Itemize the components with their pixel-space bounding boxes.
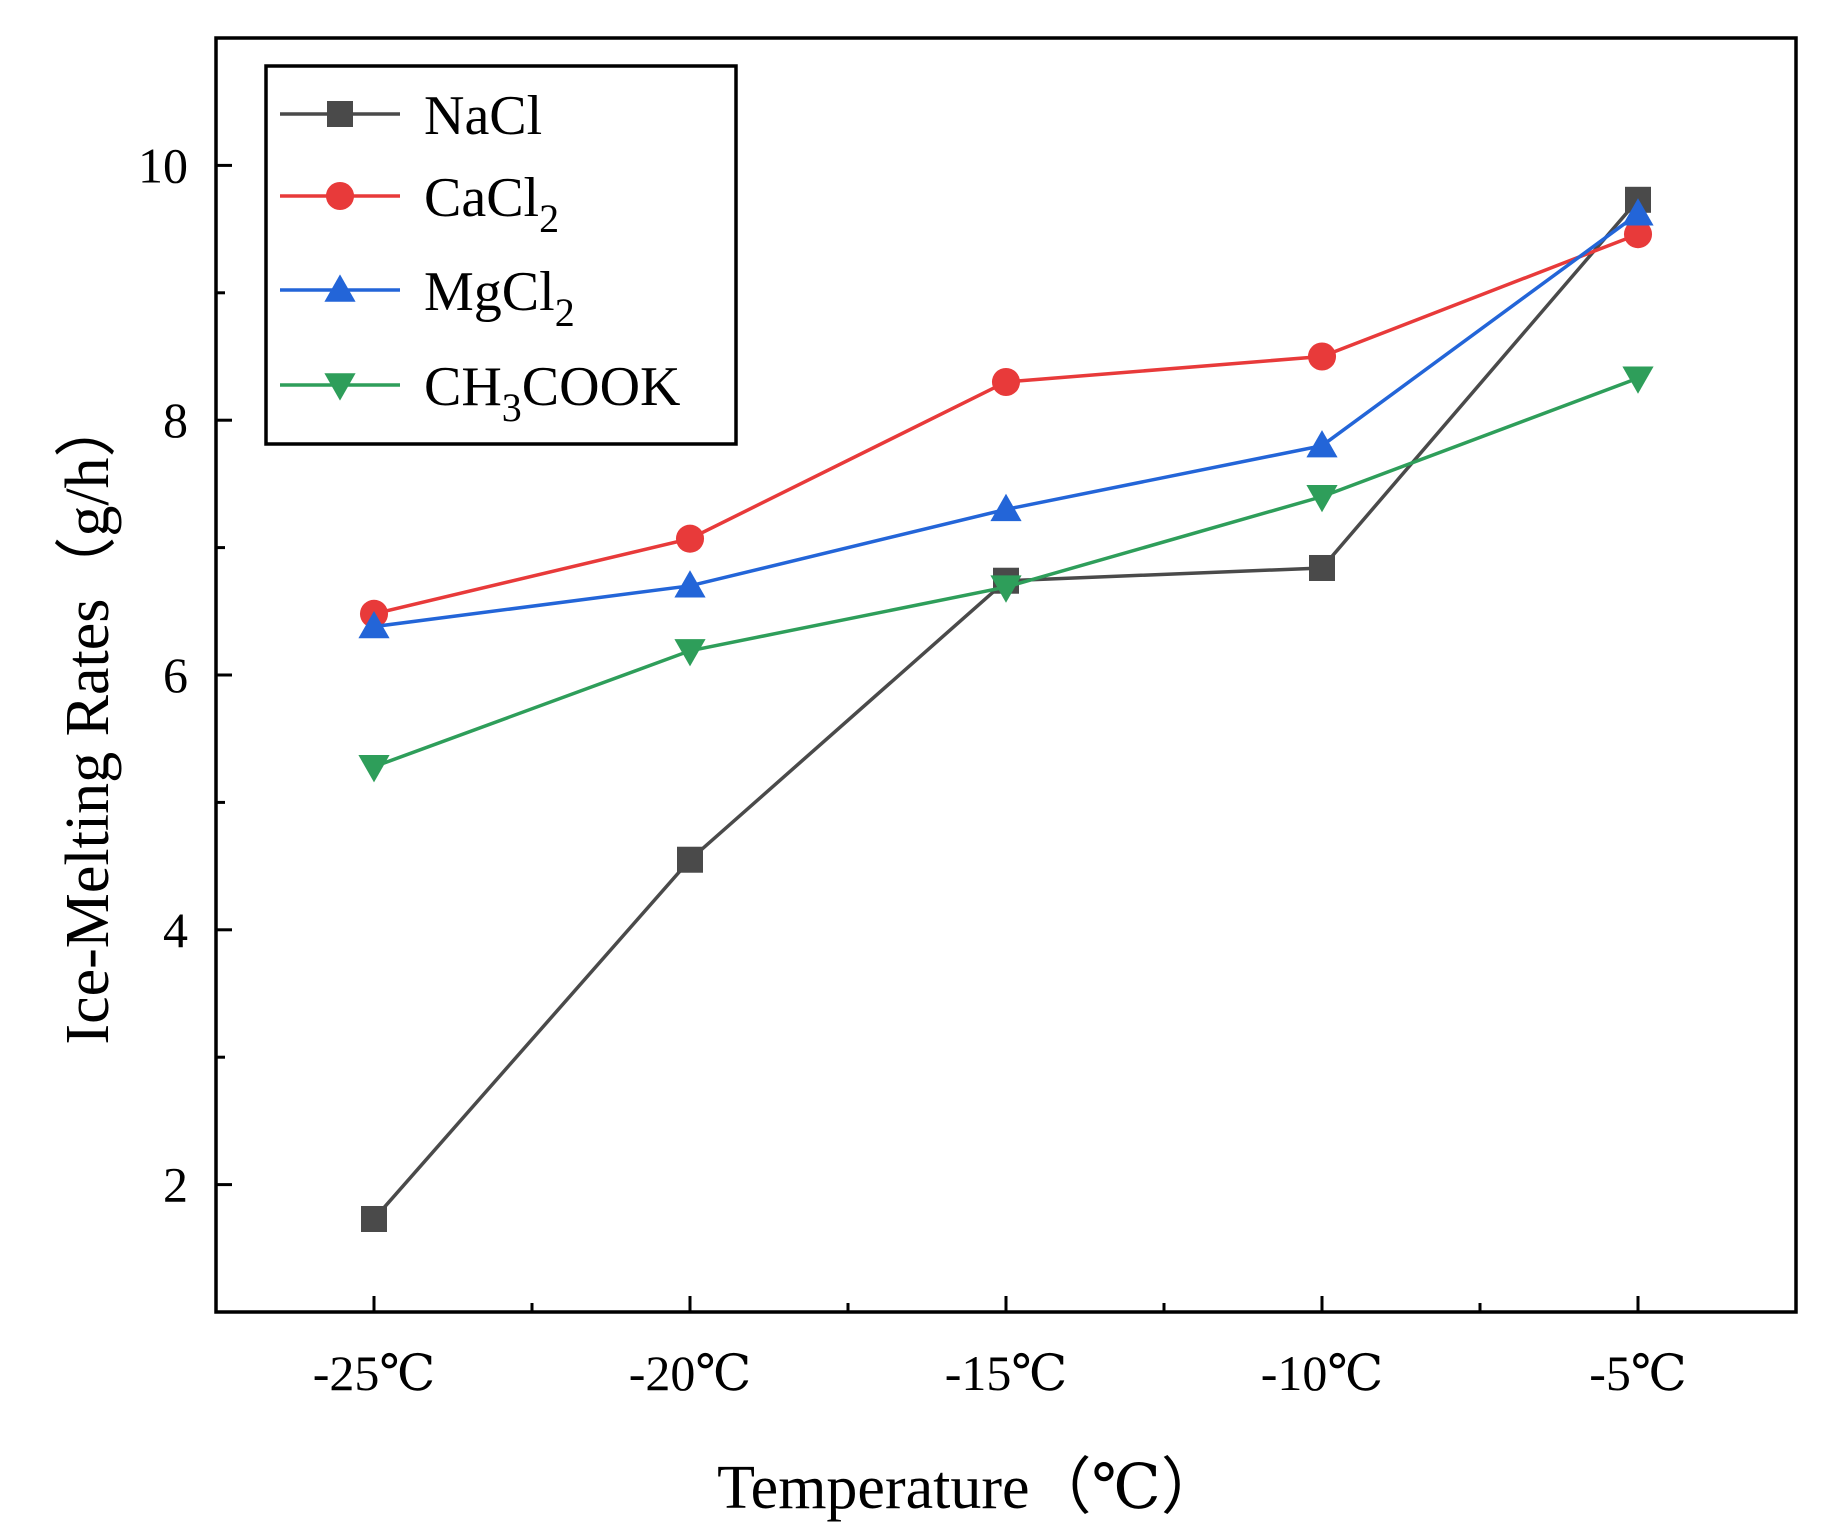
series-CH3COOK <box>358 366 1654 783</box>
x-axis: -25℃ -20℃ -15℃ -10℃ -5℃ <box>313 1296 1687 1401</box>
x-tick-label: -10℃ <box>1261 1345 1384 1401</box>
y-axis: 2 4 6 8 10 <box>138 137 232 1213</box>
legend-marker <box>327 101 353 127</box>
data-point <box>1309 554 1335 581</box>
data-point <box>674 570 706 598</box>
legend-label: CH3COOK <box>424 356 680 430</box>
data-point <box>358 755 390 783</box>
legend-label: MgCl2 <box>424 261 575 335</box>
data-point <box>1306 430 1338 458</box>
legend-entry: CaCl2 <box>280 167 559 241</box>
data-point <box>1622 198 1654 226</box>
data-point <box>1306 484 1338 513</box>
legend-label: CaCl2 <box>424 167 559 241</box>
series-CaCl2 <box>359 220 1653 628</box>
y-tick-label: 4 <box>163 902 188 958</box>
data-point <box>674 639 706 667</box>
x-axis-title: Temperature（℃） <box>717 1454 1223 1522</box>
legend-entry: NaCl <box>280 85 542 147</box>
plot-area <box>358 186 1654 1232</box>
data-point <box>361 1205 387 1232</box>
data-point <box>1623 220 1653 249</box>
x-tick-label: -5℃ <box>1589 1345 1687 1401</box>
data-point <box>991 367 1021 397</box>
legend: NaCl CaCl2 MgCl2 CH3COOK <box>264 64 738 446</box>
legend-label: NaCl <box>424 85 542 147</box>
legend-marker <box>324 274 356 302</box>
y-tick-label: 8 <box>163 392 188 448</box>
x-tick-label: -25℃ <box>313 1345 436 1401</box>
x-tick-label: -15℃ <box>945 1345 1068 1401</box>
data-point <box>677 846 703 873</box>
series-MgCl2 <box>358 198 1654 639</box>
data-point <box>358 610 390 639</box>
data-point <box>990 493 1022 522</box>
data-point <box>990 575 1022 603</box>
data-point <box>675 524 705 553</box>
legend-entry: CH3COOK <box>280 356 680 430</box>
legend-marker <box>325 181 355 211</box>
legend-entry: MgCl2 <box>280 261 575 335</box>
y-tick-label: 10 <box>138 137 188 193</box>
data-point <box>1622 366 1654 394</box>
x-tick-label: -20℃ <box>629 1345 752 1401</box>
legend-marker <box>324 373 356 401</box>
y-axis-title: Ice-Melting Rates（g/h） <box>54 395 122 1044</box>
data-point <box>1307 342 1337 371</box>
y-tick-label: 2 <box>163 1157 188 1213</box>
y-tick-label: 6 <box>163 647 188 703</box>
